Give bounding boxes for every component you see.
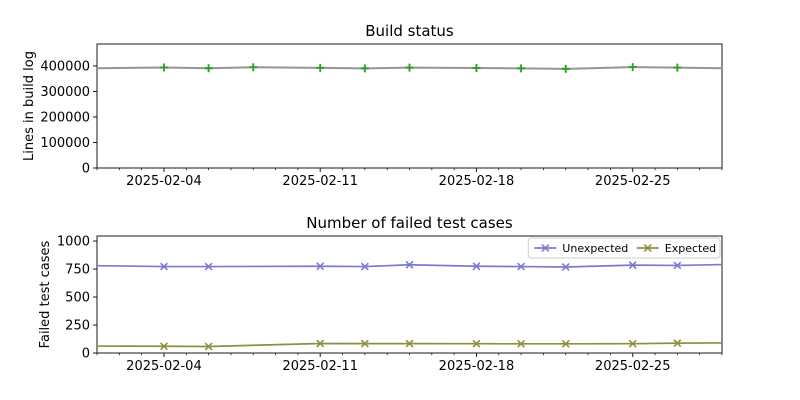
- x-tick-label: 2025-02-25: [595, 359, 671, 374]
- y-tick-label: 0: [82, 162, 90, 177]
- y-tick-label: 1000: [57, 235, 90, 250]
- axes-frame: [96, 43, 723, 169]
- data-point-marker-lines-in-build-log: [316, 63, 325, 72]
- y-tick-label: 100000: [40, 136, 90, 151]
- y-axis-label: Failed test cases: [38, 240, 53, 348]
- y-tick-label: 200000: [40, 110, 90, 125]
- data-point-marker-expected: [673, 339, 682, 348]
- data-point-marker-expected: [360, 339, 369, 348]
- x-tick-label: 2025-02-25: [595, 174, 671, 189]
- data-point-marker-unexpected: [204, 262, 213, 271]
- data-point-marker-lines-in-build-log: [628, 63, 637, 72]
- chart-title: Number of failed test cases: [306, 214, 513, 232]
- data-point-marker-unexpected: [561, 263, 570, 271]
- build-status-chart: 2025-02-04 2025-02-11 2025-02-18 2025-02-25…: [22, 22, 723, 189]
- data-point-marker-lines-in-build-log: [360, 64, 369, 73]
- data-point-marker-lines-in-build-log: [472, 63, 481, 72]
- data-point-marker-lines-in-build-log: [673, 63, 682, 72]
- y-tick-label: 0: [82, 347, 90, 362]
- data-point-marker-unexpected: [517, 262, 526, 271]
- data-point-marker-lines-in-build-log: [249, 63, 258, 72]
- data-point-marker-lines-in-build-log: [159, 63, 168, 72]
- data-point-marker-expected: [561, 339, 570, 348]
- x-tick-label: 2025-02-18: [439, 174, 515, 189]
- data-point-marker-expected: [204, 342, 213, 351]
- data-point-marker-expected: [517, 339, 526, 348]
- data-point-marker-unexpected: [159, 262, 168, 271]
- data-point-marker-unexpected: [405, 260, 414, 269]
- data-point-marker-expected: [405, 339, 414, 348]
- x-tick-label: 2025-02-04: [126, 359, 202, 374]
- series-line-expected: [96, 342, 723, 348]
- y-tick-label: 500: [65, 291, 90, 306]
- data-point-marker-unexpected: [628, 261, 637, 270]
- x-tick-label: 2025-02-04: [126, 174, 202, 189]
- legend-label: Unexpected: [562, 242, 628, 255]
- data-point-marker-expected: [472, 339, 481, 348]
- data-point-marker-expected: [628, 339, 637, 348]
- legend-sample-marker: [541, 244, 550, 252]
- series-line-unexpected: [96, 263, 723, 268]
- x-tick-label: 2025-02-11: [282, 174, 358, 189]
- data-point-marker-lines-in-build-log: [561, 64, 570, 73]
- x-tick-label: 2025-02-11: [282, 359, 358, 374]
- data-point-marker-unexpected: [316, 262, 325, 271]
- data-point-marker-lines-in-build-log: [204, 64, 213, 73]
- y-tick-label: 400000: [40, 59, 90, 74]
- failed-tests-chart: 2025-02-04 2025-02-11 2025-02-18 2025-02-25…: [38, 214, 723, 374]
- legend-label: Expected: [665, 242, 716, 255]
- legend: Unexpected Expected: [527, 237, 721, 259]
- data-point-marker-unexpected: [472, 262, 481, 271]
- legend-box: [527, 237, 721, 259]
- data-point-marker-unexpected: [673, 261, 682, 270]
- y-tick-label: 250: [65, 319, 90, 334]
- legend-sample-marker: [643, 244, 652, 252]
- data-point-marker-lines-in-build-log: [405, 63, 414, 72]
- data-point-marker-lines-in-build-log: [517, 64, 526, 73]
- y-tick-label: 300000: [40, 85, 90, 100]
- chart-title: Build status: [365, 22, 454, 40]
- y-axis-label: Lines in build log: [22, 51, 37, 161]
- data-point-marker-expected: [316, 339, 325, 348]
- x-tick-label: 2025-02-18: [439, 359, 515, 374]
- data-point-marker-unexpected: [360, 262, 369, 271]
- data-point-marker-expected: [159, 342, 168, 351]
- y-tick-label: 750: [65, 263, 90, 278]
